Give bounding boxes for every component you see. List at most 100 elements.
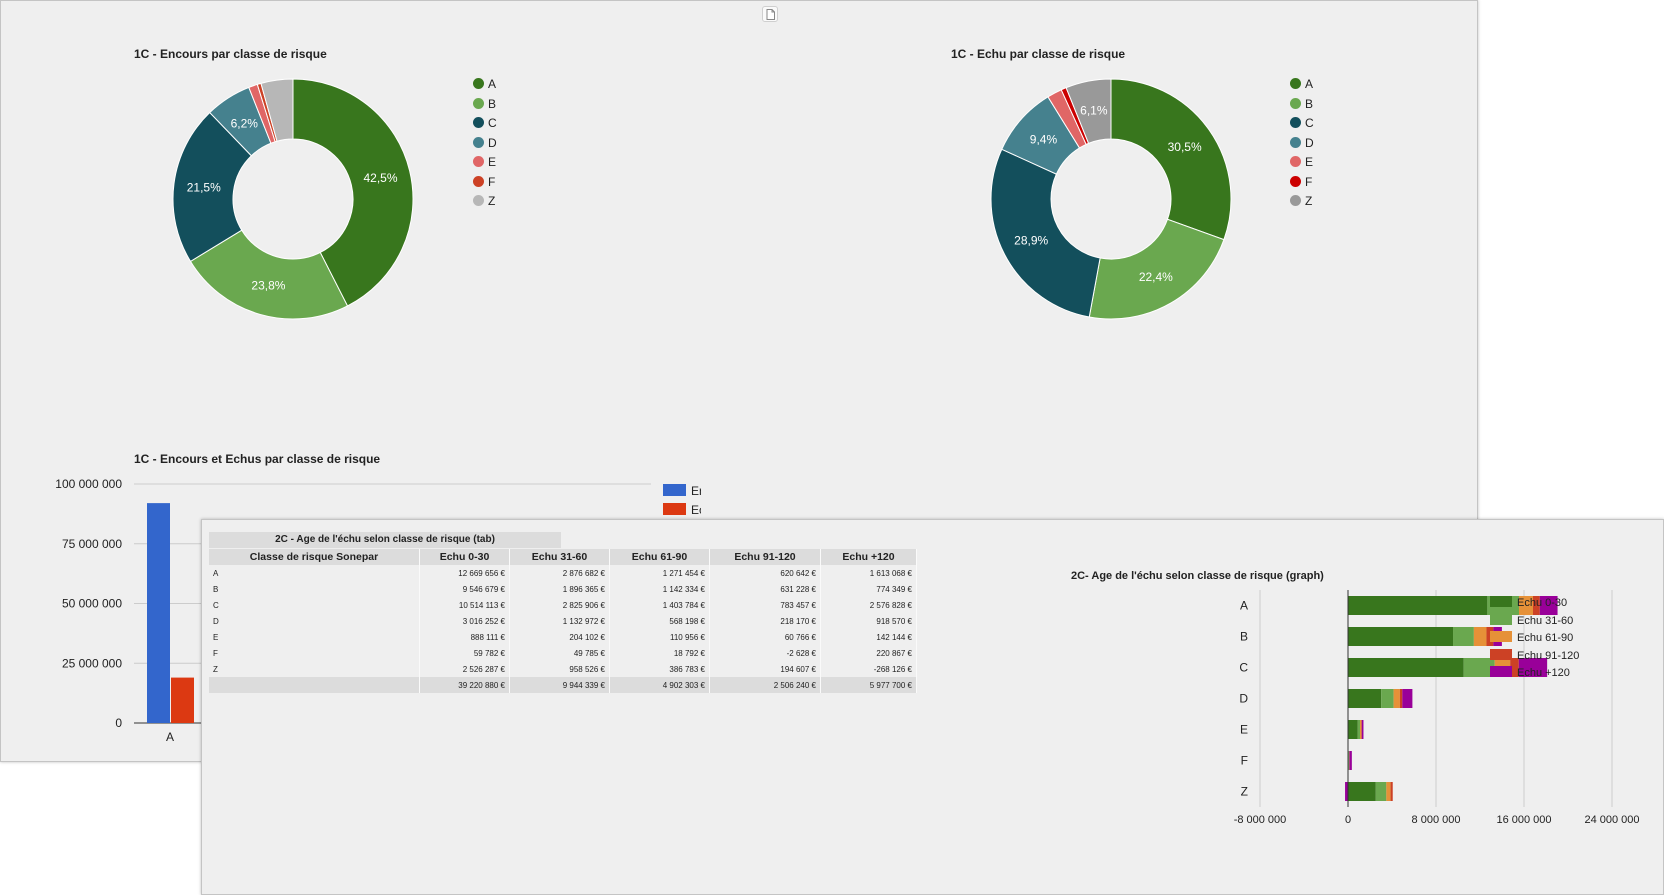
- donut-label-d: 9,4%: [1030, 132, 1058, 146]
- y-tick-label: F: [1241, 754, 1248, 768]
- table-cell: 218 170 €: [709, 613, 821, 629]
- legend-swatch: [473, 97, 484, 109]
- legend-item-f: F: [473, 175, 495, 189]
- legend-item-age-3: Echu 91-120: [1490, 648, 1579, 662]
- donut-label-b: 23,8%: [251, 279, 285, 293]
- bar-segment-e-4: [1361, 720, 1364, 739]
- donut-slice-b: [189, 229, 349, 320]
- table-row: C 10 514 113 €2 825 906 €1 403 784 €783 4…: [209, 597, 917, 613]
- legend-label: C: [488, 116, 497, 130]
- bar-segment-z-3: [1390, 782, 1393, 801]
- table-cell: 1 403 784 €: [609, 597, 710, 613]
- document-icon[interactable]: [762, 6, 778, 22]
- table-cell: -2 628 €: [709, 645, 821, 661]
- table-total-cell: 9 944 339 €: [509, 677, 610, 693]
- x-tick-label: 8 000 000: [1412, 814, 1461, 826]
- legend-swatch: [1290, 97, 1301, 109]
- legend-label-encours: Encours: [691, 484, 701, 498]
- legend-swatch: [1490, 613, 1512, 625]
- legend-item-f: F: [1290, 175, 1312, 189]
- table-cell: 194 607 €: [709, 661, 821, 677]
- table-total-cell: 39 220 880 €: [419, 677, 510, 693]
- legend-item-age-1: Echu 31-60: [1490, 613, 1574, 627]
- legend-label-echus: Echus: [691, 503, 701, 517]
- table-cell: 3 016 252 €: [419, 613, 510, 629]
- legend-item-c: C: [473, 116, 497, 130]
- chart-title-encours-pie: 1C - Encours par classe de risque: [134, 47, 327, 61]
- y-tick-label: D: [1239, 692, 1248, 706]
- legend-label: A: [1305, 77, 1314, 91]
- legend-label: Echu 31-60: [1517, 614, 1574, 627]
- table-cell: 774 349 €: [820, 581, 917, 597]
- legend-swatch-echus: [663, 503, 686, 515]
- table-row: A 12 669 656 €2 876 682 €1 271 454 €620 6…: [209, 565, 917, 581]
- legend-swatch: [1290, 195, 1301, 206]
- bar-segment-e-0: [1348, 720, 1358, 739]
- donut-label-c: 28,9%: [1014, 234, 1048, 248]
- bar-segment-a-2: [1519, 596, 1533, 615]
- bar-segment-b-1: [1453, 627, 1474, 646]
- table-cell: 49 785 €: [509, 645, 610, 661]
- legend-item-c: C: [1290, 116, 1314, 130]
- y-tick-label: A: [1240, 599, 1248, 613]
- donut-label-c: 21,5%: [187, 180, 221, 194]
- legend-label: F: [1305, 174, 1313, 189]
- bar-segment-a-0: [1348, 596, 1488, 615]
- table-total-cell: [209, 677, 420, 693]
- legend-label: F: [488, 174, 496, 189]
- bar-echus-a: [171, 677, 194, 723]
- table-cell: 110 956 €: [609, 629, 710, 645]
- legend-item-d: D: [473, 136, 497, 150]
- donut-slice-a: [1110, 78, 1232, 241]
- legend-label: A: [488, 77, 497, 91]
- bar-segment-d-3: [1399, 689, 1403, 708]
- bar-segment-e-1: [1357, 720, 1361, 739]
- risk-age-table-container: 2C - Age de l'échu selon classe de risqu…: [209, 532, 917, 693]
- legend-label: D: [488, 135, 497, 150]
- bar-segment-b-3: [1486, 627, 1494, 646]
- dashboard-panel-front: 2C - Age de l'échu selon classe de risqu…: [201, 519, 1664, 895]
- table-cell: 620 642 €: [709, 565, 821, 581]
- bar-segment-c-4: [1518, 658, 1548, 677]
- y-tick-label: Z: [1241, 785, 1248, 799]
- column-header: Echu +120: [820, 549, 917, 565]
- table-cell: Z: [209, 661, 420, 677]
- legend-label: C: [1305, 116, 1314, 130]
- bar-segment-a-4: [1539, 596, 1558, 615]
- legend-swatch: [473, 156, 484, 167]
- bar-segment-z-0: [1348, 782, 1376, 801]
- bar-segment-e-2: [1360, 720, 1362, 739]
- donut-label-b: 22,4%: [1139, 270, 1173, 284]
- donut-slice-b: [1088, 218, 1225, 320]
- table-cell: 1 142 334 €: [609, 581, 710, 597]
- bar-segment-z-2: [1386, 782, 1391, 801]
- table-title: 2C - Age de l'échu selon classe de risqu…: [209, 532, 561, 548]
- legend-swatch: [1290, 175, 1301, 187]
- bar-segment-a-3: [1532, 596, 1540, 615]
- x-tick-label: 0: [1345, 814, 1351, 826]
- table-cell: 59 782 €: [419, 645, 510, 661]
- legend-label: Z: [488, 194, 496, 208]
- legend-item-z: Z: [473, 194, 495, 208]
- table-cell: 9 546 679 €: [419, 581, 510, 597]
- table-row: F 59 782 €49 785 €18 792 € -2 628 €220 867…: [209, 645, 917, 661]
- table-cell: 142 144 €: [820, 629, 917, 645]
- legend-item-age-2: Echu 61-90: [1490, 631, 1573, 644]
- legend-swatch: [473, 195, 484, 206]
- bar-segment-e-3: [1361, 720, 1362, 739]
- table-cell: 1 896 365 €: [509, 581, 610, 597]
- table-cell: 568 198 €: [609, 613, 710, 629]
- legend-swatch: [473, 175, 484, 187]
- table-cell: D: [209, 613, 420, 629]
- table-cell: 783 457 €: [709, 597, 821, 613]
- table-cell: 12 669 656 €: [419, 565, 510, 581]
- bar-segment-z-1: [1375, 782, 1387, 801]
- chart-title-echu-pie: 1C - Echu par classe de risque: [951, 47, 1126, 61]
- column-header: Echu 91-120: [709, 549, 821, 565]
- legend-swatch: [1290, 156, 1301, 167]
- donut-slice-c: [990, 148, 1101, 318]
- bar-encours-a: [147, 503, 170, 723]
- legend-label: D: [1305, 135, 1314, 150]
- table-cell: F: [209, 645, 420, 661]
